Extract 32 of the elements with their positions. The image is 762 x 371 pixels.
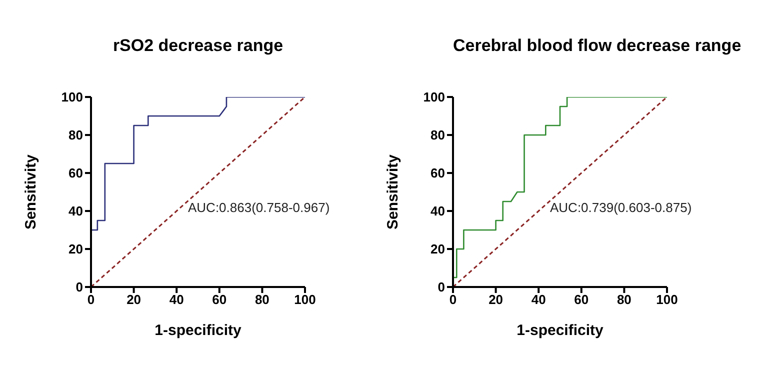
x-tick-label: 0: [449, 292, 457, 308]
x-tick-label: 80: [254, 292, 270, 308]
x-axis-title: 1-specificity: [154, 322, 242, 339]
y-tick-label: 60: [430, 166, 445, 181]
y-axis-title: Sensitivity: [22, 154, 40, 230]
x-tick-label: 20: [488, 292, 504, 308]
x-tick-label: 60: [212, 292, 227, 308]
y-tick-label: 40: [430, 204, 445, 219]
x-tick-label: 100: [294, 292, 316, 308]
y-tick-label: 20: [68, 242, 83, 257]
x-tick-label: 20: [126, 292, 142, 308]
y-tick-label: 80: [68, 128, 83, 143]
y-tick-label: 40: [68, 204, 83, 219]
y-tick-label: 0: [76, 280, 83, 295]
x-tick-label: 40: [169, 292, 184, 308]
chart-title: Cerebral blood flow decrease range: [453, 36, 742, 56]
x-tick-label: 60: [574, 292, 589, 308]
y-tick-label: 100: [61, 90, 83, 105]
x-tick-label: 100: [656, 292, 678, 308]
y-axis-title: Sensitivity: [384, 154, 402, 230]
annotation: AUC:0.739(0.603-0.875): [550, 200, 692, 215]
y-tick-label: 0: [438, 280, 445, 295]
chart-title: rSO2 decrease range: [112, 36, 284, 56]
annotation: AUC:0.863(0.758-0.967): [188, 200, 330, 215]
x-tick-label: 0: [87, 292, 95, 308]
x-axis-title: 1-specificity: [516, 322, 604, 339]
y-tick-label: 20: [430, 242, 445, 257]
y-tick-label: 100: [423, 90, 445, 105]
y-tick-label: 80: [430, 128, 445, 143]
y-tick-label: 60: [68, 166, 83, 181]
x-tick-label: 40: [531, 292, 546, 308]
x-tick-label: 80: [616, 292, 632, 308]
